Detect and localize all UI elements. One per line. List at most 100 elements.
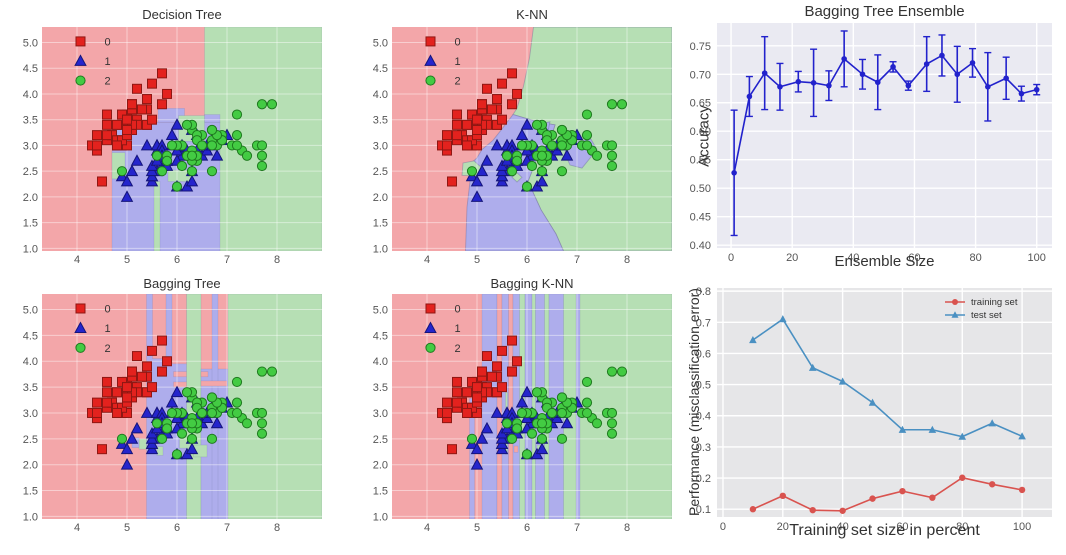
legend-label: 0 xyxy=(105,303,111,315)
scatter-point-class-0 xyxy=(92,407,102,418)
scatter-point-class-1 xyxy=(125,432,139,444)
data-point xyxy=(923,61,930,67)
decision-region xyxy=(513,445,519,453)
decision-region xyxy=(173,381,187,388)
scatter-point-class-2 xyxy=(546,140,558,151)
y-tick-label: 0.65 xyxy=(690,98,711,110)
x-tick-label: 7 xyxy=(574,522,580,534)
legend-marker-0 xyxy=(75,36,86,47)
legend-marker-1 xyxy=(424,321,437,334)
scatter-point-class-2 xyxy=(606,428,618,439)
scatter-point-class-2 xyxy=(116,433,128,444)
scatter-point-class-0 xyxy=(102,387,112,398)
scatter-point-class-2 xyxy=(241,418,253,429)
decision-region xyxy=(200,371,209,378)
scatter-point-class-2 xyxy=(196,407,208,419)
scatter-point-class-0 xyxy=(112,387,122,398)
scatter-point-class-0 xyxy=(92,397,102,408)
data-point xyxy=(898,425,907,433)
x-tick-label: 40 xyxy=(837,521,849,533)
scatter-point-class-2 xyxy=(516,140,528,151)
x-tick-label: 60 xyxy=(896,521,908,533)
y-tick-label: 0.4 xyxy=(696,411,711,423)
x-tick-label: 7 xyxy=(224,254,230,266)
scatter-point-class-1 xyxy=(515,395,529,408)
legend-marker-1 xyxy=(424,54,437,66)
y-tick-label: 4.5 xyxy=(373,330,388,342)
scatter-point-class-1 xyxy=(520,385,534,398)
scatter-point-class-0 xyxy=(472,124,482,135)
x-tick-label: 40 xyxy=(847,252,859,264)
scatter-point-class-0 xyxy=(122,124,132,135)
scatter-point-class-2 xyxy=(181,119,193,130)
scatter-point-class-0 xyxy=(147,78,157,89)
legend-label: 1 xyxy=(105,323,111,335)
x-tick-label: 6 xyxy=(174,254,180,266)
scatter-point-class-0 xyxy=(112,140,122,151)
scatter-point-class-2 xyxy=(531,119,543,130)
scatter-point-class-1 xyxy=(185,174,199,187)
scatter-point-class-0 xyxy=(122,114,132,125)
scatter-point-class-0 xyxy=(102,376,112,387)
scatter-point-class-2 xyxy=(591,150,603,161)
scatter-point-class-1 xyxy=(130,154,144,166)
x-tick-label: 4 xyxy=(424,254,430,266)
scatter-point-class-0 xyxy=(452,397,462,408)
scatter-point-class-2 xyxy=(466,433,478,444)
scatter-point-class-0 xyxy=(497,114,507,125)
scatter-point-class-1 xyxy=(470,458,484,470)
scatter-point-class-0 xyxy=(487,371,497,382)
legend-marker xyxy=(952,299,958,305)
y-tick-label: 2.0 xyxy=(373,192,388,204)
scatter-point-class-0 xyxy=(137,104,147,115)
decision-tree-title: Decision Tree xyxy=(142,7,222,22)
y-tick-label: 2.5 xyxy=(23,434,38,446)
scatter-point-class-0 xyxy=(147,114,157,125)
data-point xyxy=(928,425,937,433)
scatter-point-class-1 xyxy=(120,458,134,470)
scatter-point-class-2 xyxy=(616,99,628,110)
scatter-point-class-0 xyxy=(477,99,487,110)
y-tick-label: 0.5 xyxy=(696,380,711,392)
y-tick-label: 1.0 xyxy=(23,243,38,255)
scatter-point-class-1 xyxy=(120,174,134,187)
y-tick-label: 0.7 xyxy=(696,317,711,329)
data-point xyxy=(958,432,967,440)
scatter-point-class-0 xyxy=(507,68,517,79)
scatter-point-class-0 xyxy=(482,83,492,94)
scatter-point-class-1 xyxy=(170,118,184,130)
scatter-point-class-0 xyxy=(497,345,507,356)
data-point xyxy=(874,79,881,86)
y-tick-label: 4.5 xyxy=(373,63,388,75)
data-point xyxy=(1003,75,1009,82)
legend-label: 1 xyxy=(455,323,461,335)
plot-area-bagging-knn xyxy=(392,294,672,519)
bagging-tree-title: Bagging Tree xyxy=(143,276,221,291)
data-point xyxy=(1018,90,1025,97)
scatter-point-class-0 xyxy=(157,99,167,110)
scatter-point-class-2 xyxy=(231,376,243,388)
scatter-point-class-0 xyxy=(477,366,487,377)
scatter-point-class-2 xyxy=(536,150,548,161)
data-point xyxy=(779,315,787,323)
y-tick-label: 2.0 xyxy=(23,460,38,472)
plot-area-decision-tree xyxy=(42,27,322,251)
scatter-point-class-2 xyxy=(536,166,548,177)
legend-label: 1 xyxy=(105,56,111,68)
data-point xyxy=(899,487,906,495)
y-tick-label: 4.0 xyxy=(373,356,388,368)
data-point xyxy=(839,507,846,514)
scatter-point-class-2 xyxy=(526,160,538,172)
ensemble-ylabel: Accuracy xyxy=(695,105,713,167)
data-point xyxy=(954,71,961,78)
decision-region xyxy=(481,294,498,519)
scatter-point-class-1 xyxy=(560,149,574,161)
x-tick-label: 0 xyxy=(728,252,734,264)
y-tick-label: 1.5 xyxy=(23,486,38,498)
scatter-point-class-0 xyxy=(447,444,457,455)
scatter-point-class-0 xyxy=(442,397,452,408)
y-tick-label: 3.0 xyxy=(373,140,388,152)
y-tick-label: 5.0 xyxy=(23,37,38,49)
scatter-point-class-0 xyxy=(157,335,167,346)
x-tick-label: 6 xyxy=(524,522,530,534)
